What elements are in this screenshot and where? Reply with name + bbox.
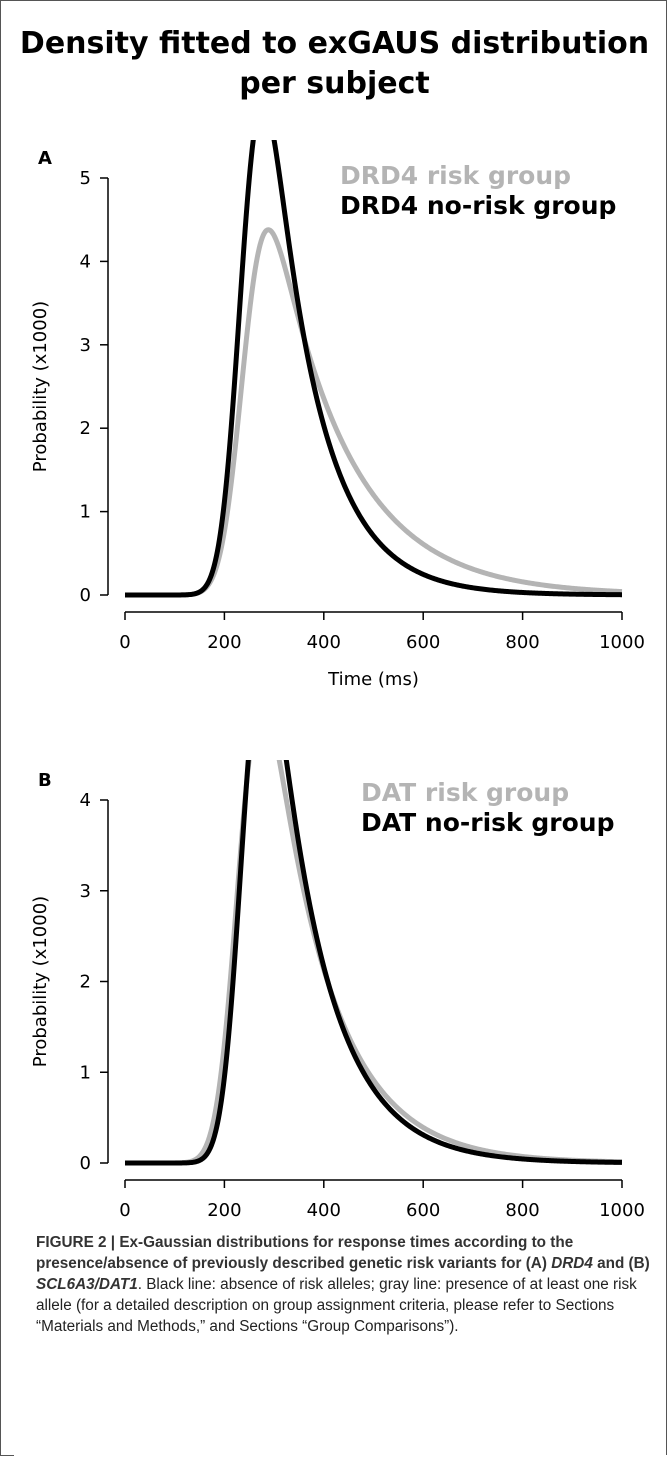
- legend-entry-norisk: DAT no-risk group: [361, 808, 614, 837]
- figure-caption: FIGURE 2 | Ex-Gaussian distributions for…: [36, 1232, 666, 1337]
- y-tick-label: 3: [80, 335, 91, 356]
- legend-entry-risk: DRD4 risk group: [340, 161, 571, 190]
- caption-gene-1: DRD4: [551, 1255, 593, 1272]
- series-line-norisk: [123, 760, 624, 1166]
- x-tick-label: 600: [406, 1200, 440, 1221]
- y-axis-label: Probability (x1000): [30, 896, 51, 1067]
- x-tick-label: 200: [207, 1200, 241, 1221]
- x-tick-label: 400: [307, 1200, 341, 1221]
- legend-entry-norisk: DRD4 no-risk group: [340, 191, 616, 220]
- y-tick-label: 0: [80, 585, 91, 606]
- series-line-risk: [123, 227, 624, 598]
- panel-label: B: [38, 770, 52, 791]
- x-tick-label: 600: [406, 632, 440, 653]
- x-tick-label: 800: [505, 632, 539, 653]
- y-tick-label: 3: [80, 881, 91, 902]
- figure-title-line-1: Density fitted to exGAUS distribution: [19, 26, 650, 61]
- x-tick-label: 0: [119, 632, 130, 653]
- panel-label: A: [38, 148, 52, 169]
- x-tick-label: 1000: [599, 1200, 645, 1221]
- caption-gene-2: SCL6A3/DAT1: [36, 1276, 138, 1293]
- frame-bottom-edge: [0, 1455, 14, 1456]
- y-tick-label: 4: [80, 790, 91, 811]
- y-tick-label: 4: [80, 251, 91, 272]
- y-tick-label: 1: [80, 1062, 91, 1083]
- figure-title: Density fitted to exGAUS distribution pe…: [0, 24, 669, 104]
- caption-body: . Black line: absence of risk alleles; g…: [36, 1276, 637, 1335]
- y-tick-label: 2: [80, 418, 91, 439]
- legend-entry-risk: DAT risk group: [361, 778, 569, 807]
- x-tick-label: 0: [119, 1200, 130, 1221]
- caption-label: FIGURE 2 | Ex-Gaussian distributions for…: [36, 1234, 574, 1272]
- figure-title-line-2: per subject: [239, 66, 430, 101]
- y-axis-label: Probability (x1000): [30, 301, 51, 472]
- y-tick-label: 0: [80, 1153, 91, 1174]
- y-tick-label: 2: [80, 972, 91, 993]
- x-tick-label: 200: [207, 632, 241, 653]
- chart-panel-b: B 0 1 2 3 4 Probability (x1000) 0 200 400 600 800 10…: [30, 760, 645, 1221]
- chart-panel-a: A 0 1 2 3 4 5 Probability (x1000) 0 200 400 600 800 1…: [30, 140, 645, 690]
- caption-and: and (B): [592, 1255, 650, 1272]
- x-tick-label: 1000: [599, 632, 645, 653]
- x-tick-label: 800: [505, 1200, 539, 1221]
- x-tick-label: 400: [307, 632, 341, 653]
- y-tick-label: 1: [80, 502, 91, 523]
- y-tick-label: 5: [80, 168, 91, 189]
- series-line-norisk: [123, 140, 624, 598]
- x-axis-label: Time (ms): [327, 669, 419, 690]
